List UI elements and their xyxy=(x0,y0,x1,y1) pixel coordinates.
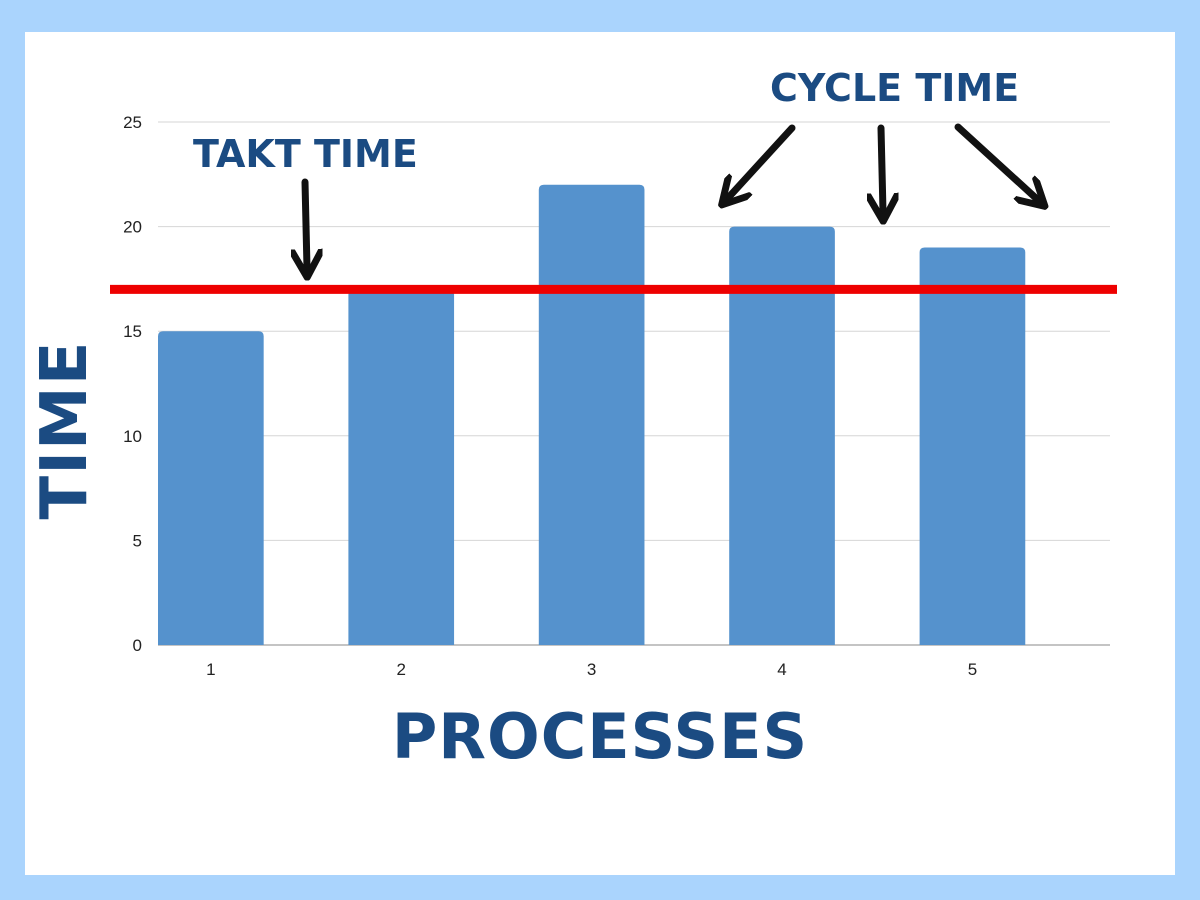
y-tick-label: 10 xyxy=(123,427,142,446)
bars xyxy=(158,184,1026,645)
bar-4 xyxy=(729,226,835,645)
cycle-arrow-bar-4 xyxy=(881,124,883,212)
x-tick-label: 1 xyxy=(206,660,215,679)
x-axis-title: PROCESSES xyxy=(391,700,809,773)
takt-time-label: TAKT TIME xyxy=(193,132,418,176)
x-tick-label: 5 xyxy=(968,660,977,679)
bar-5 xyxy=(919,247,1026,645)
bar-2 xyxy=(348,289,455,645)
y-tick-label: 0 xyxy=(133,636,142,655)
x-tick-labels: 1 2 3 4 5 xyxy=(206,660,977,679)
x-tick-label: 2 xyxy=(397,660,406,679)
takt-arrow xyxy=(305,178,307,268)
y-axis-title: TIME xyxy=(28,340,102,520)
y-tick-labels: 0 5 10 15 20 25 xyxy=(123,113,142,655)
cycle-arrow-bar-3 xyxy=(728,124,796,198)
x-tick-label: 3 xyxy=(587,660,596,679)
y-tick-label: 5 xyxy=(133,531,142,550)
annotation-arrows xyxy=(305,123,1038,268)
x-tick-label: 4 xyxy=(777,660,786,679)
cycle-arrow-bar-5 xyxy=(954,123,1038,200)
y-tick-label: 20 xyxy=(123,218,142,237)
y-axis-title-wrap: TIME xyxy=(28,330,102,530)
bar-1 xyxy=(158,331,264,645)
y-tick-label: 15 xyxy=(123,322,142,341)
bar-3 xyxy=(538,184,645,645)
cycle-time-label: CYCLE TIME xyxy=(770,66,1020,110)
y-tick-label: 25 xyxy=(123,113,142,132)
